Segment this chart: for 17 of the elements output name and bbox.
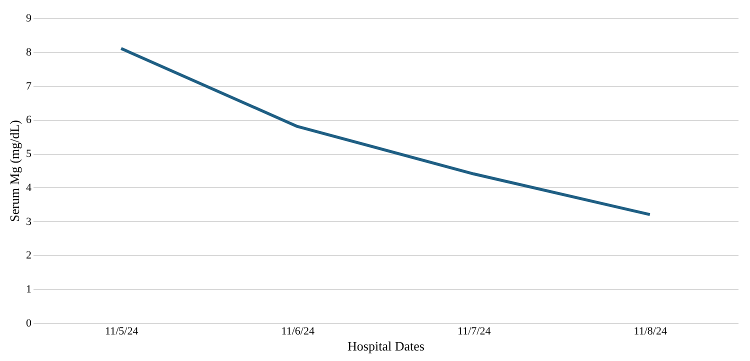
x-tick-label: 11/7/24 bbox=[458, 326, 492, 338]
y-tick-label: 3 bbox=[26, 216, 32, 228]
y-tick-label: 7 bbox=[26, 80, 32, 92]
y-tick-label: 1 bbox=[26, 284, 32, 296]
x-tick-label: 11/6/24 bbox=[281, 326, 315, 338]
y-tick-label: 9 bbox=[26, 12, 32, 24]
x-tick-label: 11/5/24 bbox=[105, 326, 139, 338]
y-tick-label: 0 bbox=[26, 318, 32, 330]
y-tick-label: 2 bbox=[26, 250, 32, 262]
y-axis-title: Serum Mg (mg/dL) bbox=[7, 120, 22, 222]
x-axis-title: Hospital Dates bbox=[348, 338, 424, 354]
y-tick-label: 6 bbox=[26, 114, 32, 126]
line-series bbox=[120, 47, 652, 216]
x-tick-label: 11/8/24 bbox=[634, 326, 668, 338]
y-tick-label: 4 bbox=[26, 182, 32, 194]
y-tick-label: 8 bbox=[26, 46, 32, 58]
y-tick-label: 5 bbox=[26, 148, 32, 160]
